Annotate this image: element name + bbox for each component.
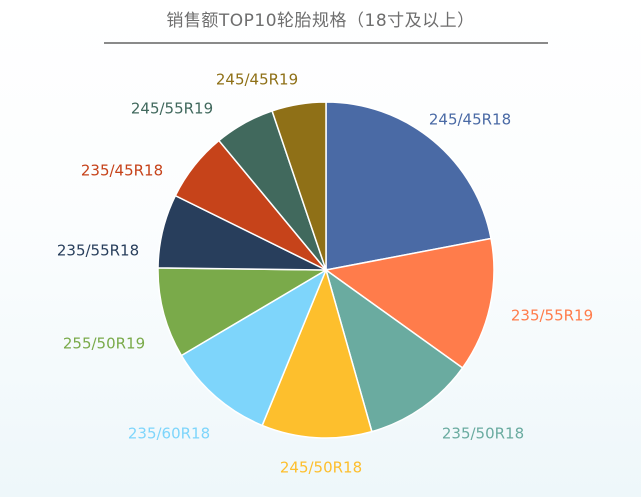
slice-label-255-50R19: 255/50R19 <box>63 335 145 353</box>
slice-label-235-55R18: 235/55R18 <box>57 242 139 260</box>
pie-slice-245-45R18 <box>325 101 492 271</box>
slice-label-235-55R19: 235/55R19 <box>511 307 593 325</box>
pie-slice-235-60R18 <box>180 268 328 427</box>
title-underline <box>104 42 548 44</box>
chart-title: 销售额TOP10轮胎规格（18寸及以上） <box>166 11 475 31</box>
slice-label-245-45R18: 245/45R18 <box>429 111 511 129</box>
slice-label-245-55R19: 245/55R19 <box>131 100 213 118</box>
slice-label-235-45R18: 235/45R18 <box>81 162 163 180</box>
slice-label-245-50R18: 245/50R18 <box>280 459 362 477</box>
pie-labels: 245/45R18 235/55R19 235/50R18 245/50R18 235/… <box>57 71 593 477</box>
pie-slice-255-50R19 <box>157 267 329 357</box>
slice-label-245-45R19: 245/45R19 <box>216 71 298 89</box>
pie-slice-235-50R18 <box>324 268 464 433</box>
pie-slice-235-55R19 <box>324 237 495 369</box>
slice-label-235-50R18: 235/50R18 <box>442 425 524 443</box>
pie-slice-245-50R18 <box>261 267 373 439</box>
slice-label-235-60R18: 235/60R18 <box>128 425 210 443</box>
pie-slice-245-45R19 <box>271 101 327 271</box>
pie-slices <box>157 101 495 439</box>
